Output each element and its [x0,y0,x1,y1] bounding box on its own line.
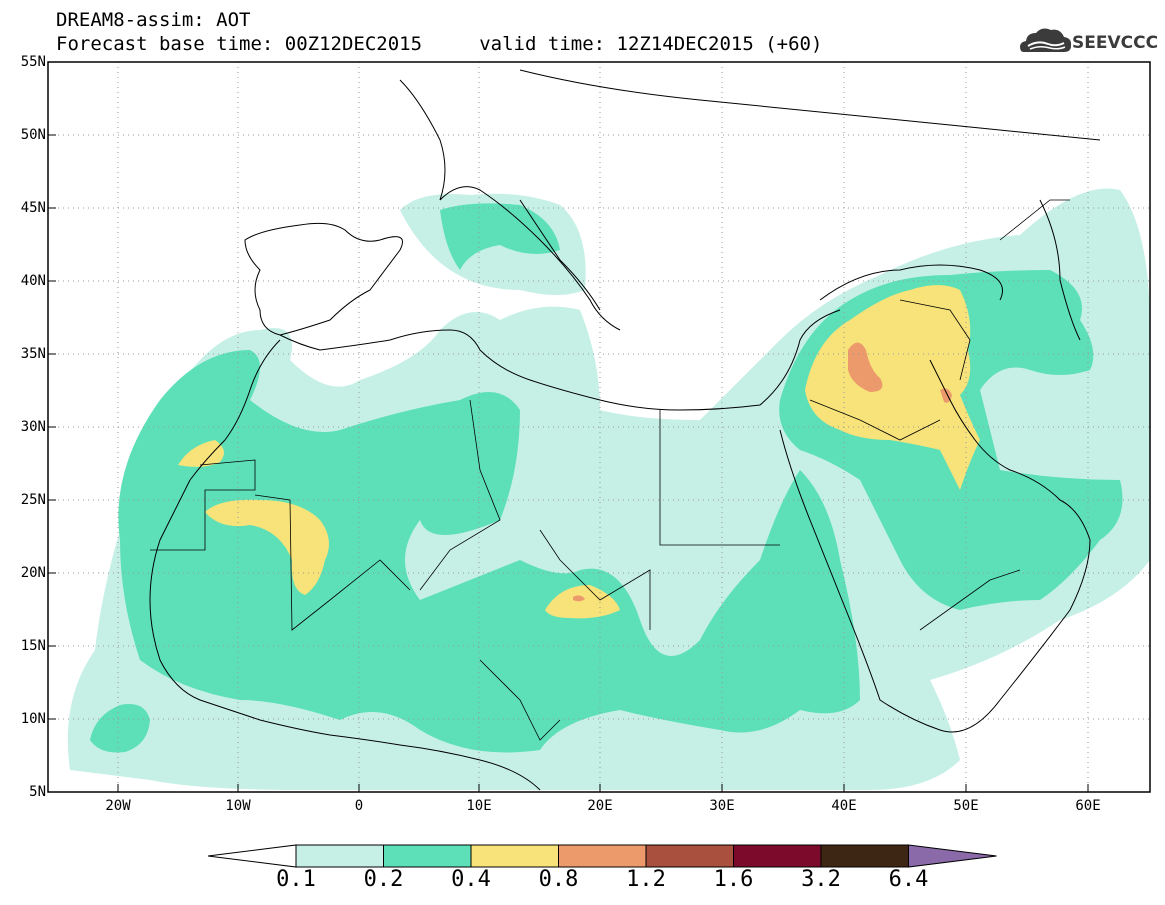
lat-label-40n: 40N [20,273,46,289]
lon-label-60e: 60E [1075,798,1101,814]
lat-label-35n: 35N [20,346,46,362]
aot-level-0.4 [178,285,980,619]
colorbar-tick-label: 1.6 [713,867,754,892]
seevccc-logo [1020,28,1072,52]
forecast-times: Forecast base time: 00Z12DEC2015 valid t… [56,33,823,55]
lat-label-15n: 15N [20,638,46,654]
lon-label-0: 0 [354,798,364,814]
lon-label-20e: 20E [587,798,613,814]
lon-label-10e: 10E [466,798,492,814]
colorbar-tick-label: 1.2 [626,867,666,892]
lon-label-10w: 10W [225,798,251,814]
colorbar-tick-label: 0.1 [276,867,316,892]
colorbar-tick-label: 6.4 [888,867,929,892]
grid-lines [48,62,1150,792]
lat-label-45n: 45N [20,200,46,216]
logo-text: SEEVCCC [1072,33,1159,53]
cloud-icon [1020,28,1072,52]
colorbar-tick-label: 0.2 [363,867,404,892]
lat-label-20n: 20N [20,565,46,581]
colorbar-tick-label: 3.2 [801,867,841,892]
lat-label-25n: 25N [20,492,46,508]
lat-label-5n: 5N [29,784,46,800]
map-title: DREAM8-assim: AOT [56,9,251,31]
colorbar-tick-label: 0.8 [538,867,579,892]
lon-label-40e: 40E [831,798,857,814]
lon-label-30e: 30E [709,798,735,814]
lon-label-50e: 50E [953,798,979,814]
lat-label-50n: 50N [20,127,46,143]
borders [150,199,1070,741]
axis-ticks [48,61,1089,793]
colorbar-tick-label: 0.4 [451,867,491,892]
lat-label-30n: 30N [20,419,46,435]
lat-label-10n: 10N [20,711,46,727]
lat-label-55n: 55N [20,54,46,70]
coastlines [149,69,1101,791]
aot-field [67,188,1150,790]
lon-label-20w: 20W [105,798,131,814]
